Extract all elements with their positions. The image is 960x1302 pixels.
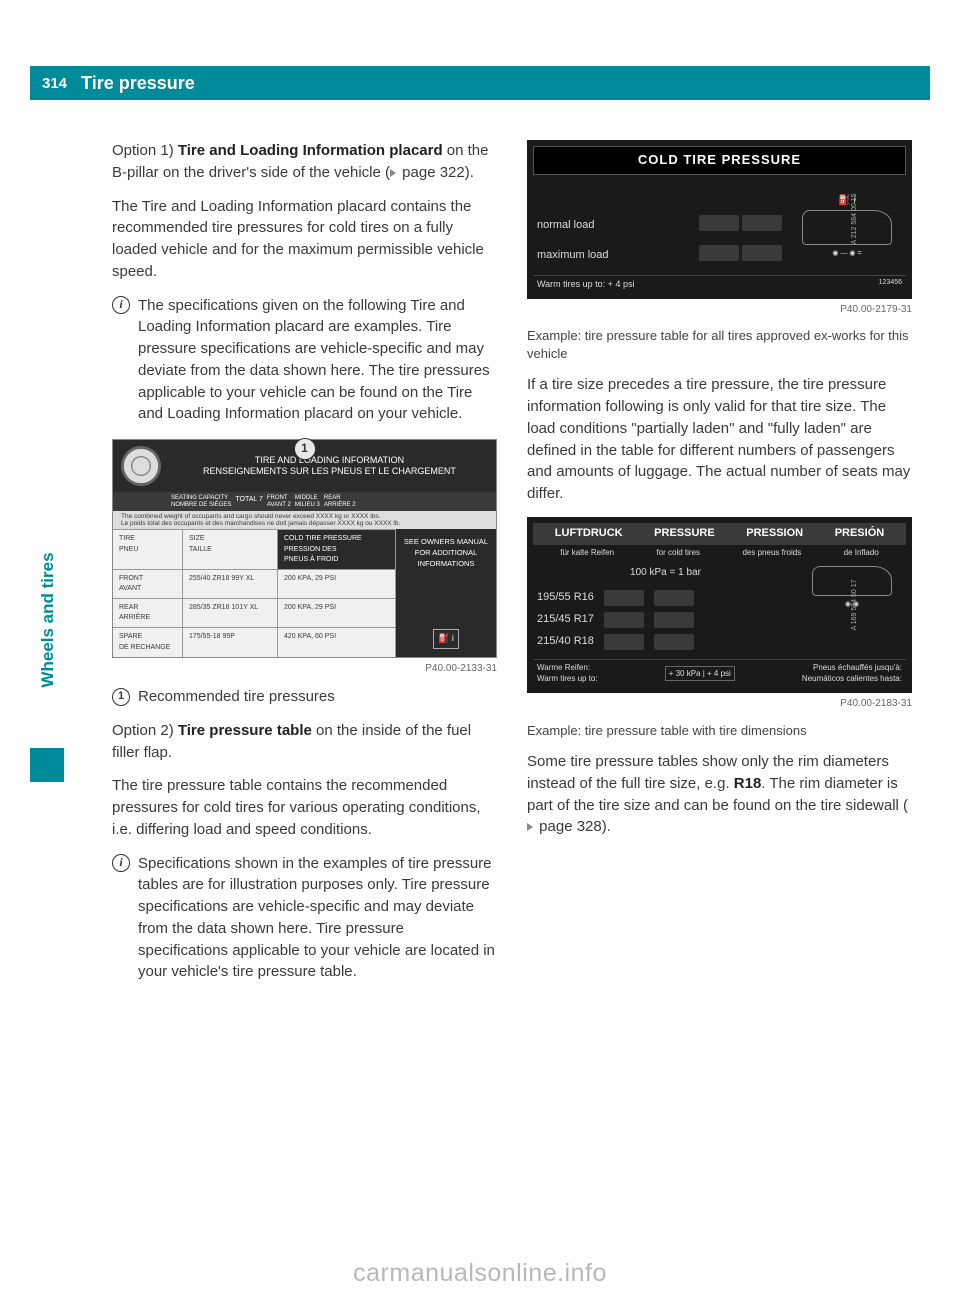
para-option1: Option 1) Tire and Loading Information p… bbox=[112, 140, 497, 184]
placard-manual-ref: SEE OWNERS MANUAL FOR ADDITIONAL INFORMA… bbox=[396, 529, 496, 656]
info-icon: i bbox=[112, 296, 130, 314]
page-ref-icon bbox=[527, 823, 533, 831]
cold-row-normal: normal load bbox=[537, 211, 782, 241]
wheel-icon bbox=[121, 446, 161, 486]
para-rim-diameter: Some tire pressure tables show only the … bbox=[527, 751, 912, 838]
placard-weight-note: The combined weight of occupants and car… bbox=[113, 511, 496, 529]
para-table-desc: The tire pressure table contains the rec… bbox=[112, 775, 497, 840]
info-text-1: The specifications given on the followin… bbox=[138, 295, 497, 426]
caption-2: Example: tire pressure table with tire d… bbox=[527, 722, 912, 740]
info-text-2: Specifications shown in the examples of … bbox=[138, 853, 497, 984]
info-icon: i bbox=[112, 854, 130, 872]
luft-header: LUFTDRUCK PRESSURE PRESSION PRESIÓN bbox=[533, 523, 906, 545]
right-column: COLD TIRE PRESSURE normal load maximum l… bbox=[527, 140, 912, 997]
figure-id-2: P40.00-2179-31 bbox=[527, 303, 912, 318]
header-bar: 314 Tire pressure bbox=[30, 66, 930, 100]
table-row: SPARE DE RECHANGE 175/55-18 95P 420 KPA,… bbox=[113, 627, 396, 656]
left-column: Option 1) Tire and Loading Information p… bbox=[112, 140, 497, 997]
manual-page: 314 Tire pressure Wheels and tires Optio… bbox=[30, 30, 930, 1272]
cold-row-max: maximum load bbox=[537, 241, 782, 271]
cold-side-label: A 212 584 00 15 bbox=[850, 164, 860, 274]
para-placard-desc: The Tire and Loading Information placard… bbox=[112, 196, 497, 283]
page-ref-icon bbox=[390, 169, 396, 177]
table-row: REAR ARRIÈRE 285/35 ZR18 101Y XL 200 KPA… bbox=[113, 598, 396, 627]
placard-seating: SEATING CAPACITY NOMBRE DE SIÈGES TOTAL … bbox=[113, 492, 496, 511]
info-note-1: i The specifications given on the follow… bbox=[112, 295, 497, 426]
figure-id-3: P40.00-2183-31 bbox=[527, 697, 912, 712]
list-item: 215/45 R17 bbox=[537, 609, 794, 631]
list-item: 215/40 R18 bbox=[537, 631, 794, 653]
table-row: FRONT AVANT 255/40 ZR18 99Y XL 200 KPA, … bbox=[113, 569, 396, 598]
page-number: 314 bbox=[42, 75, 67, 92]
table-row: TIRE PNEU SIZE TAILLE COLD TIRE PRESSURE… bbox=[113, 529, 396, 568]
callout-number: 1 bbox=[112, 688, 130, 706]
tire-loading-placard-figure: 1 TIRE AND LOADING INFORMATION RENSEIGNE… bbox=[112, 439, 497, 658]
caption-1: Example: tire pressure table for all tir… bbox=[527, 327, 912, 362]
callout-marker-1: 1 bbox=[294, 438, 316, 460]
watermark: carmanualsonline.info bbox=[353, 1259, 607, 1288]
side-tab-marker bbox=[30, 748, 64, 782]
car-outline-icon bbox=[802, 210, 892, 245]
info-note-2: i Specifications shown in the examples o… bbox=[112, 853, 497, 984]
side-tab-label: Wheels and tires bbox=[38, 520, 58, 720]
placard-table: TIRE PNEU SIZE TAILLE COLD TIRE PRESSURE… bbox=[113, 529, 496, 656]
list-item: 195/55 R16 bbox=[537, 587, 794, 609]
para-option2: Option 2) Tire pressure table on the ins… bbox=[112, 720, 497, 764]
para-tire-size: If a tire size precedes a tire pressure,… bbox=[527, 374, 912, 505]
luft-bottom: Warme Reifen: Warm tires up to: + 30 kPa… bbox=[533, 659, 906, 687]
fuel-icon: ⛽ i bbox=[433, 629, 459, 649]
luft-side-label: A 169 584 50 17 bbox=[850, 550, 860, 660]
figure-id-1: P40.00-2133-31 bbox=[112, 662, 497, 677]
header-title: Tire pressure bbox=[81, 73, 195, 94]
content-area: Option 1) Tire and Loading Information p… bbox=[112, 140, 912, 997]
cold-pressure-figure: COLD TIRE PRESSURE normal load maximum l… bbox=[527, 140, 912, 299]
luft-tire-list: 195/55 R16 215/45 R17 215/40 R18 bbox=[537, 587, 794, 653]
side-tab: Wheels and tires bbox=[30, 498, 64, 748]
cold-bottom: Warm tires up to: + 4 psi 123456 bbox=[533, 275, 906, 293]
callout-legend-1: 1 Recommended tire pressures bbox=[112, 686, 497, 708]
luftdruck-figure: LUFTDRUCK PRESSURE PRESSION PRESIÓN für … bbox=[527, 517, 912, 693]
